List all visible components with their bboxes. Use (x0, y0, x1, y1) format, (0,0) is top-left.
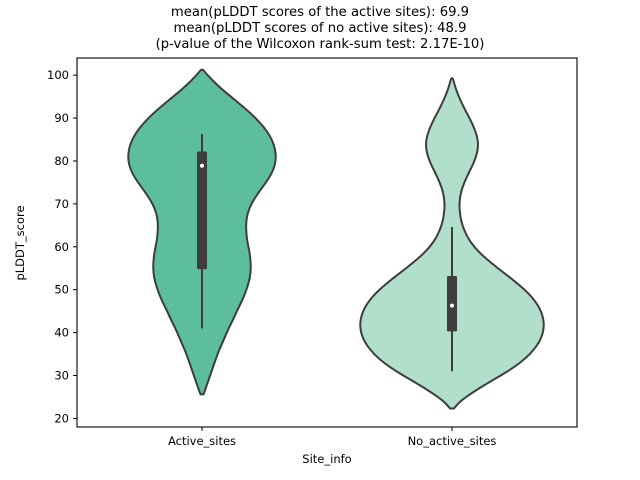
x-tick-label-no-active-sites[interactable]: No_active_sites (408, 434, 497, 448)
chart-title: mean(pLDDT scores of the active sites): … (156, 5, 485, 52)
x-axis-ticks: Active_sites No_active_sites (168, 427, 496, 448)
y-tick-label-30: 30 (54, 369, 69, 383)
median-marker-no-active-sites (450, 303, 454, 308)
title-line-1: mean(pLDDT scores of the active sites): … (171, 5, 469, 20)
y-axis-label: pLDDT_score (13, 205, 27, 280)
x-axis-label: Site_info (302, 452, 351, 466)
y-tick-label-40: 40 (54, 326, 69, 340)
y-axis-ticks: 20 30 40 50 60 70 80 90 100 (47, 68, 77, 425)
median-marker-active-sites (200, 163, 204, 168)
box-active-sites (197, 151, 207, 270)
axes-frame (76, 57, 578, 428)
y-tick-label-90: 90 (54, 111, 69, 125)
title-line-2: mean(pLDDT scores of no active sites): 4… (174, 21, 467, 36)
boxplots-layer (197, 133, 457, 372)
y-tick-label-80: 80 (54, 154, 69, 168)
title-line-3: (p-value of the Wilcoxon rank-sum test: … (156, 37, 485, 52)
x-tick-label-active-sites[interactable]: Active_sites (168, 434, 236, 448)
y-tick-label-60: 60 (54, 240, 69, 254)
y-tick-label-50: 50 (54, 283, 69, 297)
y-tick-label-20: 20 (54, 411, 69, 425)
y-tick-label-70: 70 (54, 197, 69, 211)
y-tick-label-100: 100 (47, 68, 69, 82)
